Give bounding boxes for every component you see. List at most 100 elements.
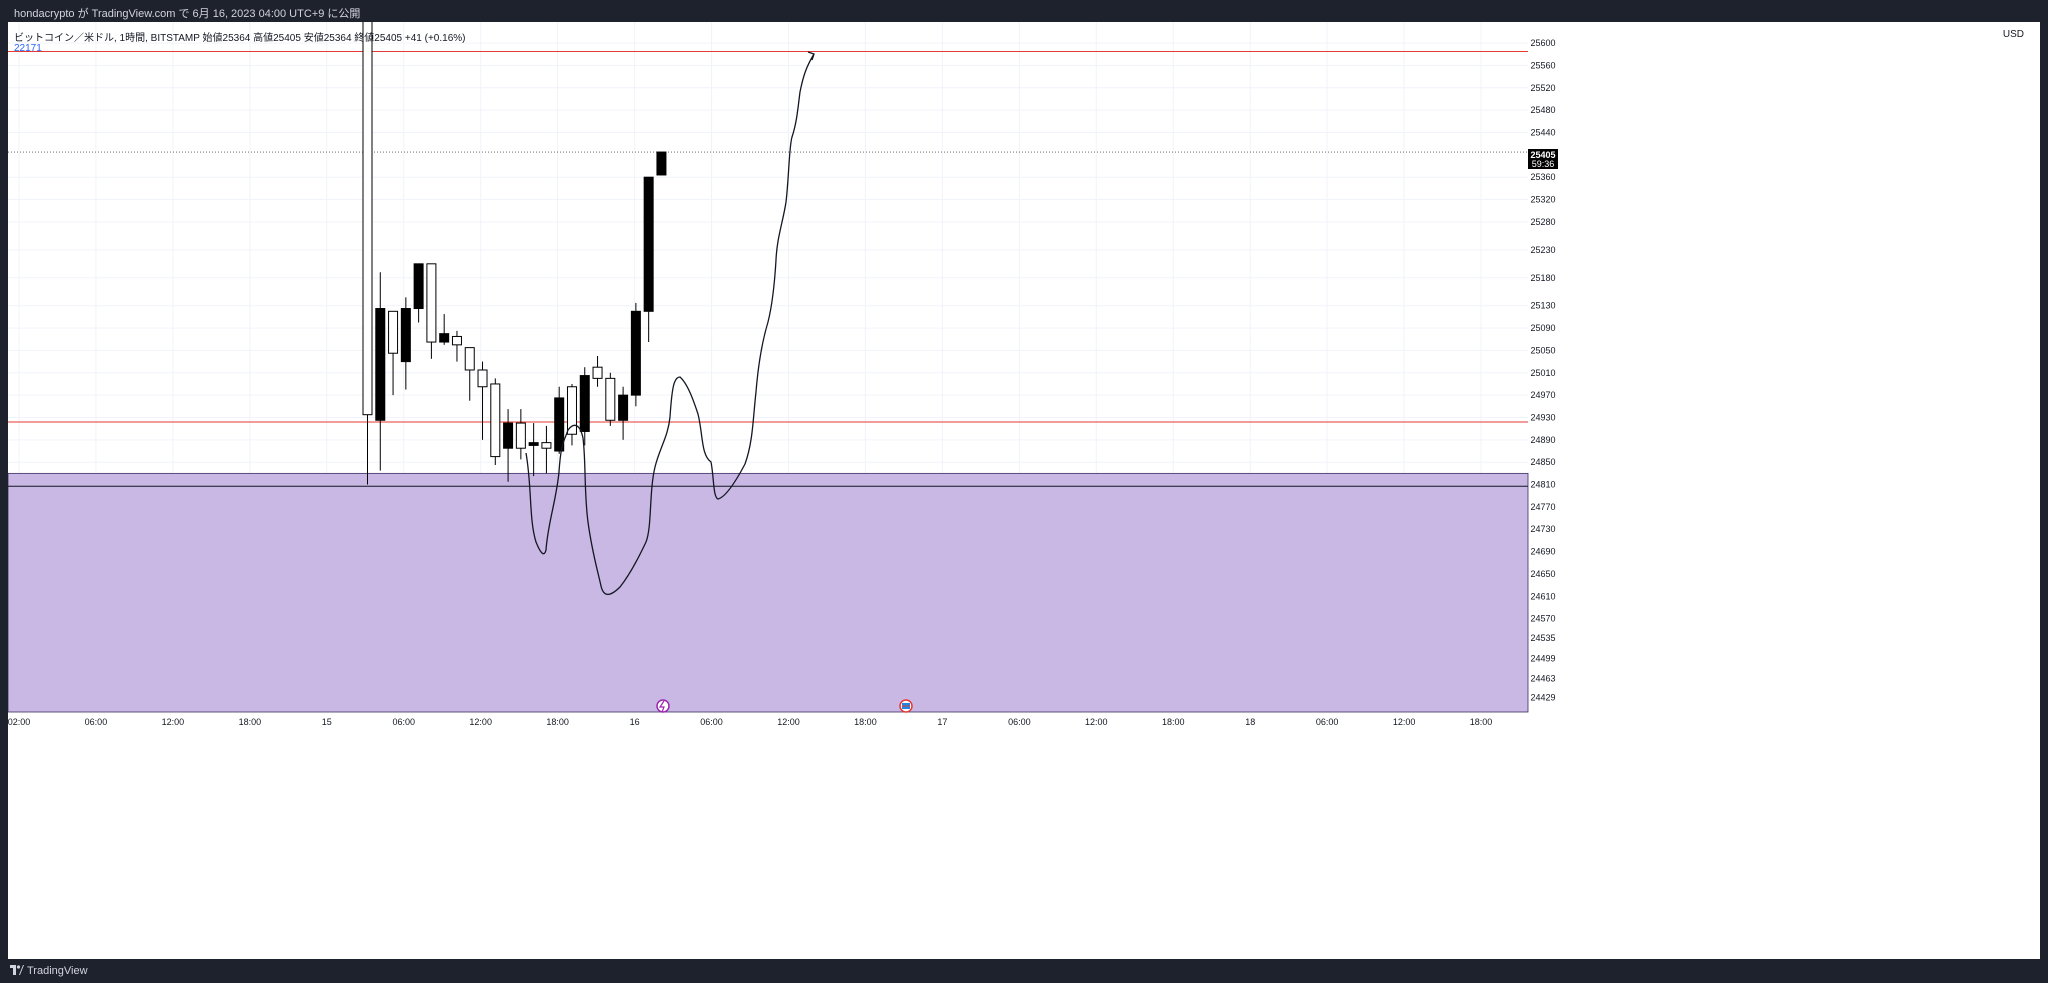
- candle: [426, 263, 437, 359]
- flash-event-icon[interactable]: [656, 699, 670, 713]
- y-tick-label: 25440: [1530, 127, 1555, 137]
- currency-label[interactable]: USD: [2002, 29, 2024, 40]
- candle-body-up: [566, 386, 577, 435]
- candle-body-down: [554, 397, 565, 452]
- y-tick-label: 24810: [1530, 480, 1555, 490]
- candle: [592, 356, 603, 387]
- y-tick-label: 24610: [1530, 591, 1555, 601]
- y-tick-label: 25520: [1530, 83, 1555, 93]
- x-tick-label: 06:00: [1008, 717, 1031, 727]
- y-tick-label: 24730: [1530, 524, 1555, 534]
- support-zone: [8, 472, 1529, 713]
- level-lines: [8, 50, 1528, 487]
- support-zone-layer: [8, 472, 1529, 713]
- y-tick-label: 24429: [1530, 692, 1555, 702]
- candle: [439, 314, 450, 345]
- candle-body-down: [503, 422, 514, 449]
- x-tick-label: 12:00: [777, 717, 800, 727]
- y-tick-label: 25360: [1530, 172, 1555, 182]
- forecast-arrowhead: [807, 51, 815, 61]
- candle: [630, 302, 641, 407]
- x-tick-label: 18:00: [1470, 717, 1493, 727]
- candle: [579, 367, 590, 446]
- x-tick-label: 02:00: [8, 717, 30, 727]
- y-tick-label: 24463: [1530, 673, 1555, 683]
- candle-body-up: [362, 22, 373, 416]
- y-tick-label: 25010: [1530, 368, 1555, 378]
- tradingview-logo-icon: [10, 965, 24, 975]
- last-price-label: 25405 59:36: [1528, 149, 1558, 169]
- candle-body-down: [400, 308, 411, 363]
- candle: [477, 361, 488, 440]
- x-tick-label: 18:00: [239, 717, 262, 727]
- candle: [503, 409, 514, 482]
- footer-brand: TradingView: [27, 965, 88, 977]
- candle: [451, 330, 462, 362]
- candle-body-down: [439, 333, 450, 343]
- x-tick-label: 18:00: [546, 717, 569, 727]
- event-markers: [656, 699, 913, 713]
- y-tick-label: 25180: [1530, 273, 1555, 283]
- candle-body-up: [592, 366, 603, 379]
- candle-body-up: [477, 369, 488, 388]
- candle: [490, 378, 501, 465]
- last-price-box: [1528, 149, 1558, 169]
- candle: [388, 310, 399, 396]
- x-tick-label: 12:00: [469, 717, 492, 727]
- candle: [605, 372, 616, 426]
- candle-body-up: [426, 263, 437, 343]
- y-tick-label: 24890: [1530, 435, 1555, 445]
- flash-event-icon-bolt: [658, 700, 665, 713]
- y-tick-label: 25050: [1530, 345, 1555, 355]
- forecast-drawing[interactable]: [525, 53, 815, 596]
- y-tick-label: 24930: [1530, 412, 1555, 422]
- y-tick-label: 25320: [1530, 195, 1555, 205]
- symbol-legend[interactable]: ビットコイン／米ドル, 1時間, BITSTAMP 始値25364 高値2540…: [14, 33, 466, 44]
- candle: [375, 272, 386, 471]
- y-tick-label: 24650: [1530, 569, 1555, 579]
- candle-body-up: [515, 422, 526, 449]
- x-tick-label: 06:00: [392, 717, 415, 727]
- y-tick-label: 25560: [1530, 60, 1555, 70]
- y-tick-label: 25280: [1530, 217, 1555, 227]
- last-price-value: 25405: [1530, 150, 1555, 160]
- publish-header: hondacrypto が TradingView.com で 6月 16, 2…: [0, 0, 2048, 22]
- candle-body-down: [579, 375, 590, 432]
- candle-body-up: [541, 442, 552, 449]
- x-tick-label: 06:00: [700, 717, 723, 727]
- footer-bar: TradingView: [0, 959, 2048, 983]
- x-tick-label: 12:00: [1085, 717, 1108, 727]
- y-tick-label: 24535: [1530, 633, 1555, 643]
- y-tick-label: 25480: [1530, 105, 1555, 115]
- candle-body-down: [618, 394, 629, 421]
- x-tick-label: 12:00: [1393, 717, 1416, 727]
- price-chart[interactable]: 02:00 06:00 12:00 18:00 15 06:00 12:00 18:00 16 0…: [8, 22, 2040, 959]
- candle: [643, 176, 654, 343]
- y-tick-label: 24850: [1530, 457, 1555, 467]
- x-tick-label: 16: [630, 717, 640, 727]
- axes: 02:00 06:00 12:00 18:00 15 06:00 12:00 18:00 16 0…: [8, 38, 1556, 727]
- candle-body-down: [413, 263, 424, 310]
- y-tick-label: 25130: [1530, 301, 1555, 311]
- candle-body-up: [464, 347, 475, 371]
- candle: [656, 151, 667, 176]
- indicator-value: 22171: [14, 43, 42, 54]
- chart-area[interactable]: 02:00 06:00 12:00 18:00 15 06:00 12:00 18:00 16 0…: [8, 22, 2040, 959]
- candle: [566, 383, 577, 446]
- candle: [464, 347, 475, 401]
- x-tick-label: 18:00: [1162, 717, 1185, 727]
- candle: [554, 386, 565, 454]
- candle-body-up: [451, 335, 462, 346]
- candle-body-up: [388, 310, 399, 354]
- y-tick-label: 24970: [1530, 390, 1555, 400]
- x-tick-label: 12:00: [162, 717, 185, 727]
- last-price-countdown: 59:36: [1532, 159, 1555, 169]
- y-tick-label: 24570: [1530, 614, 1555, 624]
- y-tick-label: 25090: [1530, 323, 1555, 333]
- candle-body-down: [656, 151, 667, 176]
- candle: [515, 409, 526, 460]
- candle-body-down: [528, 442, 539, 446]
- candle: [528, 423, 539, 477]
- y-tick-label: 25600: [1530, 38, 1555, 48]
- candle: [541, 425, 552, 474]
